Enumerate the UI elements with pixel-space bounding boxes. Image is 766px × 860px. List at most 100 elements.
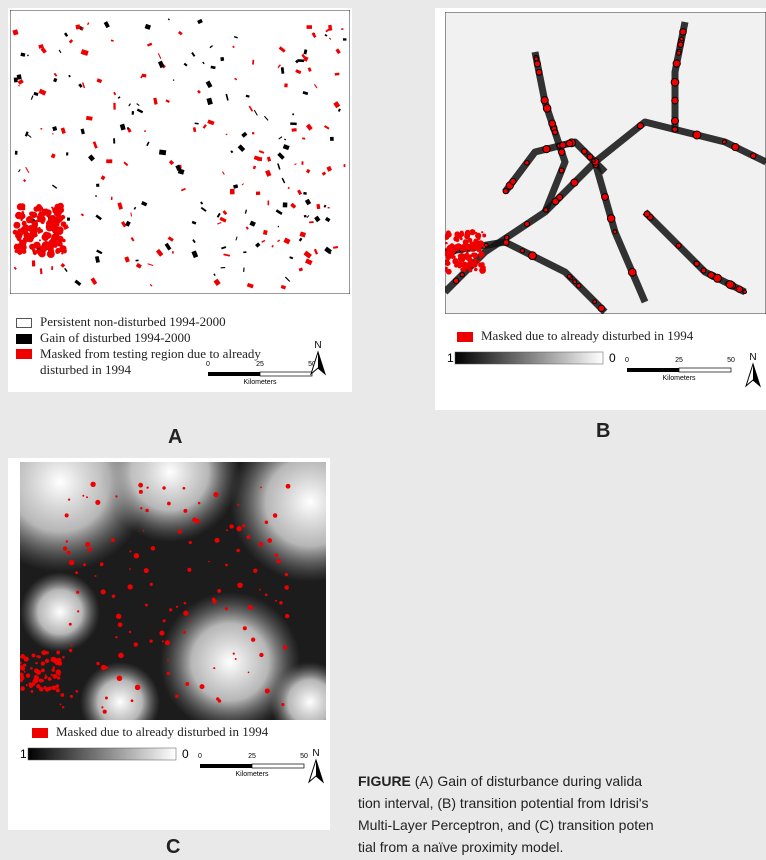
glow [20, 572, 100, 652]
disturbed-dot [66, 540, 68, 542]
disturbed-dot [475, 233, 481, 239]
disturbed-dot [63, 546, 67, 550]
disturbed-dot [183, 487, 186, 490]
panel-c: Masked due to already disturbed in 1994 … [8, 458, 330, 830]
disturbed-dot [162, 486, 165, 489]
disturbed-dot [714, 274, 722, 282]
disturbed-dot [481, 231, 483, 233]
patch [252, 132, 254, 134]
legend-text: Masked due to already disturbed in 1994 [481, 328, 693, 343]
disturbed-dot [167, 502, 171, 506]
disturbed-dot [31, 690, 34, 693]
disturbed-dot [448, 232, 451, 235]
disturbed-dot [673, 60, 680, 67]
patch [221, 267, 226, 268]
disturbed-dot [70, 695, 73, 698]
disturbed-dot [176, 606, 178, 608]
disturbed-dot [183, 631, 186, 634]
patch [51, 233, 59, 241]
disturbed-dot [680, 29, 686, 35]
disturbed-dot [237, 526, 242, 531]
disturbed-dot [678, 42, 684, 48]
disturbed-dot [115, 495, 117, 497]
disturbed-dot [732, 143, 739, 150]
disturbed-dot [247, 535, 251, 539]
patch [127, 127, 129, 129]
ramp-label: 1 [447, 351, 454, 365]
patch [42, 209, 46, 213]
patch [256, 192, 260, 195]
disturbed-dot [31, 653, 35, 657]
caption: FIGURE (A) Gain of disturbance during va… [358, 770, 766, 858]
disturbed-dot [34, 675, 39, 680]
disturbed-dot [23, 664, 26, 667]
disturbed-dot [26, 684, 28, 686]
disturbed-dot [479, 264, 483, 268]
disturbed-dot [162, 640, 164, 642]
disturbed-dot [69, 623, 72, 626]
patch [56, 228, 59, 231]
disturbed-dot [680, 37, 684, 41]
patch [15, 250, 18, 253]
patch [57, 207, 64, 214]
disturbed-dot [460, 273, 464, 277]
disturbed-dot [34, 668, 39, 673]
disturbed-dot [525, 221, 530, 226]
disturbed-dot [36, 662, 38, 664]
disturbed-dot [543, 105, 551, 113]
disturbed-dot [26, 673, 30, 677]
disturbed-dot [549, 120, 556, 127]
panel-label: B [596, 420, 610, 443]
caption-line: FIGURE (A) Gain of disturbance during va… [358, 770, 766, 792]
map-frame [445, 12, 766, 314]
patch [159, 150, 166, 156]
disturbed-dot [52, 685, 57, 690]
disturbed-dot [275, 600, 277, 602]
disturbed-dot [571, 179, 578, 186]
scale-tick-label: 25 [675, 357, 683, 364]
disturbed-dot [503, 240, 509, 246]
disturbed-dot [672, 97, 679, 104]
patch [66, 152, 68, 155]
disturbed-dot [460, 231, 464, 235]
disturbed-dot [53, 674, 58, 679]
disturbed-dot [41, 661, 45, 665]
disturbed-dot [56, 688, 60, 692]
disturbed-dot [598, 305, 604, 311]
patch [301, 161, 303, 164]
map [20, 462, 326, 720]
legend: Masked due to already disturbed in 1994 [457, 328, 693, 344]
disturbed-dot [208, 561, 210, 563]
legend-item: Persistent non-disturbed 1994-2000 [16, 314, 266, 330]
patch [307, 25, 313, 29]
caption-text: Multi-Layer Perceptron, and (C) transiti… [358, 814, 766, 836]
panel-label: C [166, 836, 180, 859]
disturbed-dot [479, 257, 481, 259]
disturbed-dot [58, 673, 61, 676]
scale-bar-black [200, 764, 252, 768]
patch [50, 227, 52, 229]
legend-text: Masked due to already disturbed in 1994 [56, 724, 268, 739]
disturbed-dot [75, 571, 78, 574]
disturbed-dot [283, 645, 287, 649]
caption-text: (A) Gain of disturbance during valida [415, 773, 642, 789]
scale-tick-label: 0 [206, 361, 210, 368]
scale-unit: Kilometers [243, 379, 277, 386]
patch [21, 211, 24, 214]
disturbed-dot [559, 168, 564, 173]
disturbed-dot [534, 57, 538, 61]
disturbed-dot [520, 249, 524, 253]
patch [50, 219, 57, 226]
disturbed-dot [503, 189, 508, 194]
disturbed-dot [671, 117, 678, 124]
patch [46, 214, 49, 217]
disturbed-dot [189, 541, 192, 544]
disturbed-dot [510, 178, 516, 184]
scale-bar-black [208, 372, 260, 376]
disturbed-dot [465, 230, 470, 235]
disturbed-dot [52, 658, 57, 663]
patch [20, 203, 25, 208]
disturbed-dot [101, 706, 103, 708]
disturbed-dot [62, 706, 64, 708]
